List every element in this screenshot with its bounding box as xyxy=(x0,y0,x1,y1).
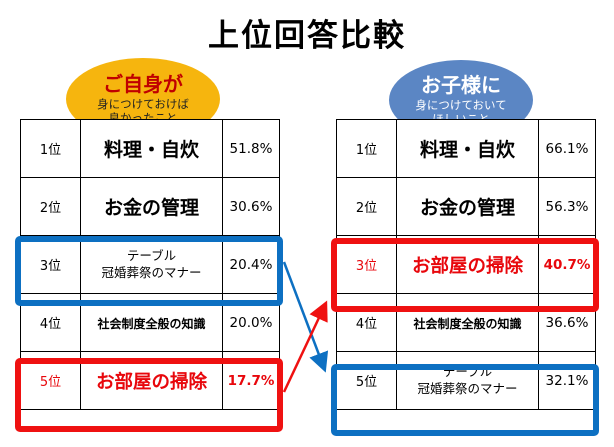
item-label: 料理・自炊 xyxy=(419,139,515,161)
rank-cell: 5位 xyxy=(336,351,397,410)
item-cell: お金の管理 xyxy=(80,177,223,236)
table-row: 5位 テーブル 冠婚葬祭のマナー 32.1% xyxy=(336,351,596,410)
rank-cell: 3位 xyxy=(20,235,81,294)
right-category-sub-line1: 身につけておいて xyxy=(415,98,507,113)
table-row: 5位 お部屋の掃除 17.7% xyxy=(20,351,280,410)
item-label-line2: 冠婚葬祭のマナー xyxy=(101,264,202,280)
table-row: 4位 社会制度全般の知識 20.0% xyxy=(20,293,280,352)
rank-cell: 3位 xyxy=(336,235,397,294)
percent-cell: 66.1% xyxy=(538,119,596,178)
item-cell: 料理・自炊 xyxy=(396,119,539,178)
item-label: お金の管理 xyxy=(103,197,199,219)
left-category-sub-line1: 身につけておけば xyxy=(97,97,189,112)
percent-cell: 17.7% xyxy=(222,351,280,410)
page-title: 上位回答比較 xyxy=(208,18,406,54)
rank-cell: 2位 xyxy=(336,177,397,236)
rank-cell: 1位 xyxy=(336,119,397,178)
percent-cell: 32.1% xyxy=(538,351,596,410)
manners-down-arrow xyxy=(282,261,329,373)
percent-cell: 20.0% xyxy=(222,293,280,352)
rank-cell: 4位 xyxy=(336,293,397,352)
item-label-line1: テーブル xyxy=(442,363,493,379)
left-category-head: ご自身が xyxy=(103,72,183,97)
table-row: 2位 お金の管理 56.3% xyxy=(336,177,596,236)
rank-cell: 4位 xyxy=(20,293,81,352)
percent-cell: 30.6% xyxy=(222,177,280,236)
percent-cell: 36.6% xyxy=(538,293,596,352)
table-row: 1位 料理・自炊 51.8% xyxy=(20,119,280,178)
item-cell: 社会制度全般の知識 xyxy=(396,293,539,352)
item-label: お部屋の掃除 xyxy=(95,371,207,393)
left-ranking-table: 1位 料理・自炊 51.8% 2位 お金の管理 30.6% 3位 テーブル 冠婚… xyxy=(20,119,280,410)
table-row: 1位 料理・自炊 66.1% xyxy=(336,119,596,178)
item-cell: 料理・自炊 xyxy=(80,119,223,178)
table-row: 3位 テーブル 冠婚葬祭のマナー 20.4% xyxy=(20,235,280,294)
cleaning-up-arrow xyxy=(282,300,328,393)
rank-cell: 5位 xyxy=(20,351,81,410)
percent-cell: 40.7% xyxy=(538,235,596,294)
item-cell: お部屋の掃除 xyxy=(396,235,539,294)
item-label-line1: テーブル xyxy=(126,247,177,263)
right-category-head: お子様に xyxy=(421,73,501,98)
rank-cell: 2位 xyxy=(20,177,81,236)
percent-cell: 20.4% xyxy=(222,235,280,294)
item-label: 社会制度全般の知識 xyxy=(413,317,522,331)
item-cell: お金の管理 xyxy=(396,177,539,236)
rank-cell: 1位 xyxy=(20,119,81,178)
item-cell: お部屋の掃除 xyxy=(80,351,223,410)
item-label: 料理・自炊 xyxy=(103,139,199,161)
right-ranking-table: 1位 料理・自炊 66.1% 2位 お金の管理 56.3% 3位 お部屋の掃除 … xyxy=(336,119,596,410)
table-row: 4位 社会制度全般の知識 36.6% xyxy=(336,293,596,352)
item-label: 社会制度全般の知識 xyxy=(97,317,206,331)
percent-cell: 56.3% xyxy=(538,177,596,236)
item-label-line2: 冠婚葬祭のマナー xyxy=(417,380,518,396)
item-cell: テーブル 冠婚葬祭のマナー xyxy=(80,235,223,294)
item-cell: 社会制度全般の知識 xyxy=(80,293,223,352)
item-cell: テーブル 冠婚葬祭のマナー xyxy=(396,351,539,410)
percent-cell: 51.8% xyxy=(222,119,280,178)
table-row: 2位 お金の管理 30.6% xyxy=(20,177,280,236)
table-row: 3位 お部屋の掃除 40.7% xyxy=(336,235,596,294)
item-label: お部屋の掃除 xyxy=(411,255,523,277)
item-label: お金の管理 xyxy=(419,197,515,219)
